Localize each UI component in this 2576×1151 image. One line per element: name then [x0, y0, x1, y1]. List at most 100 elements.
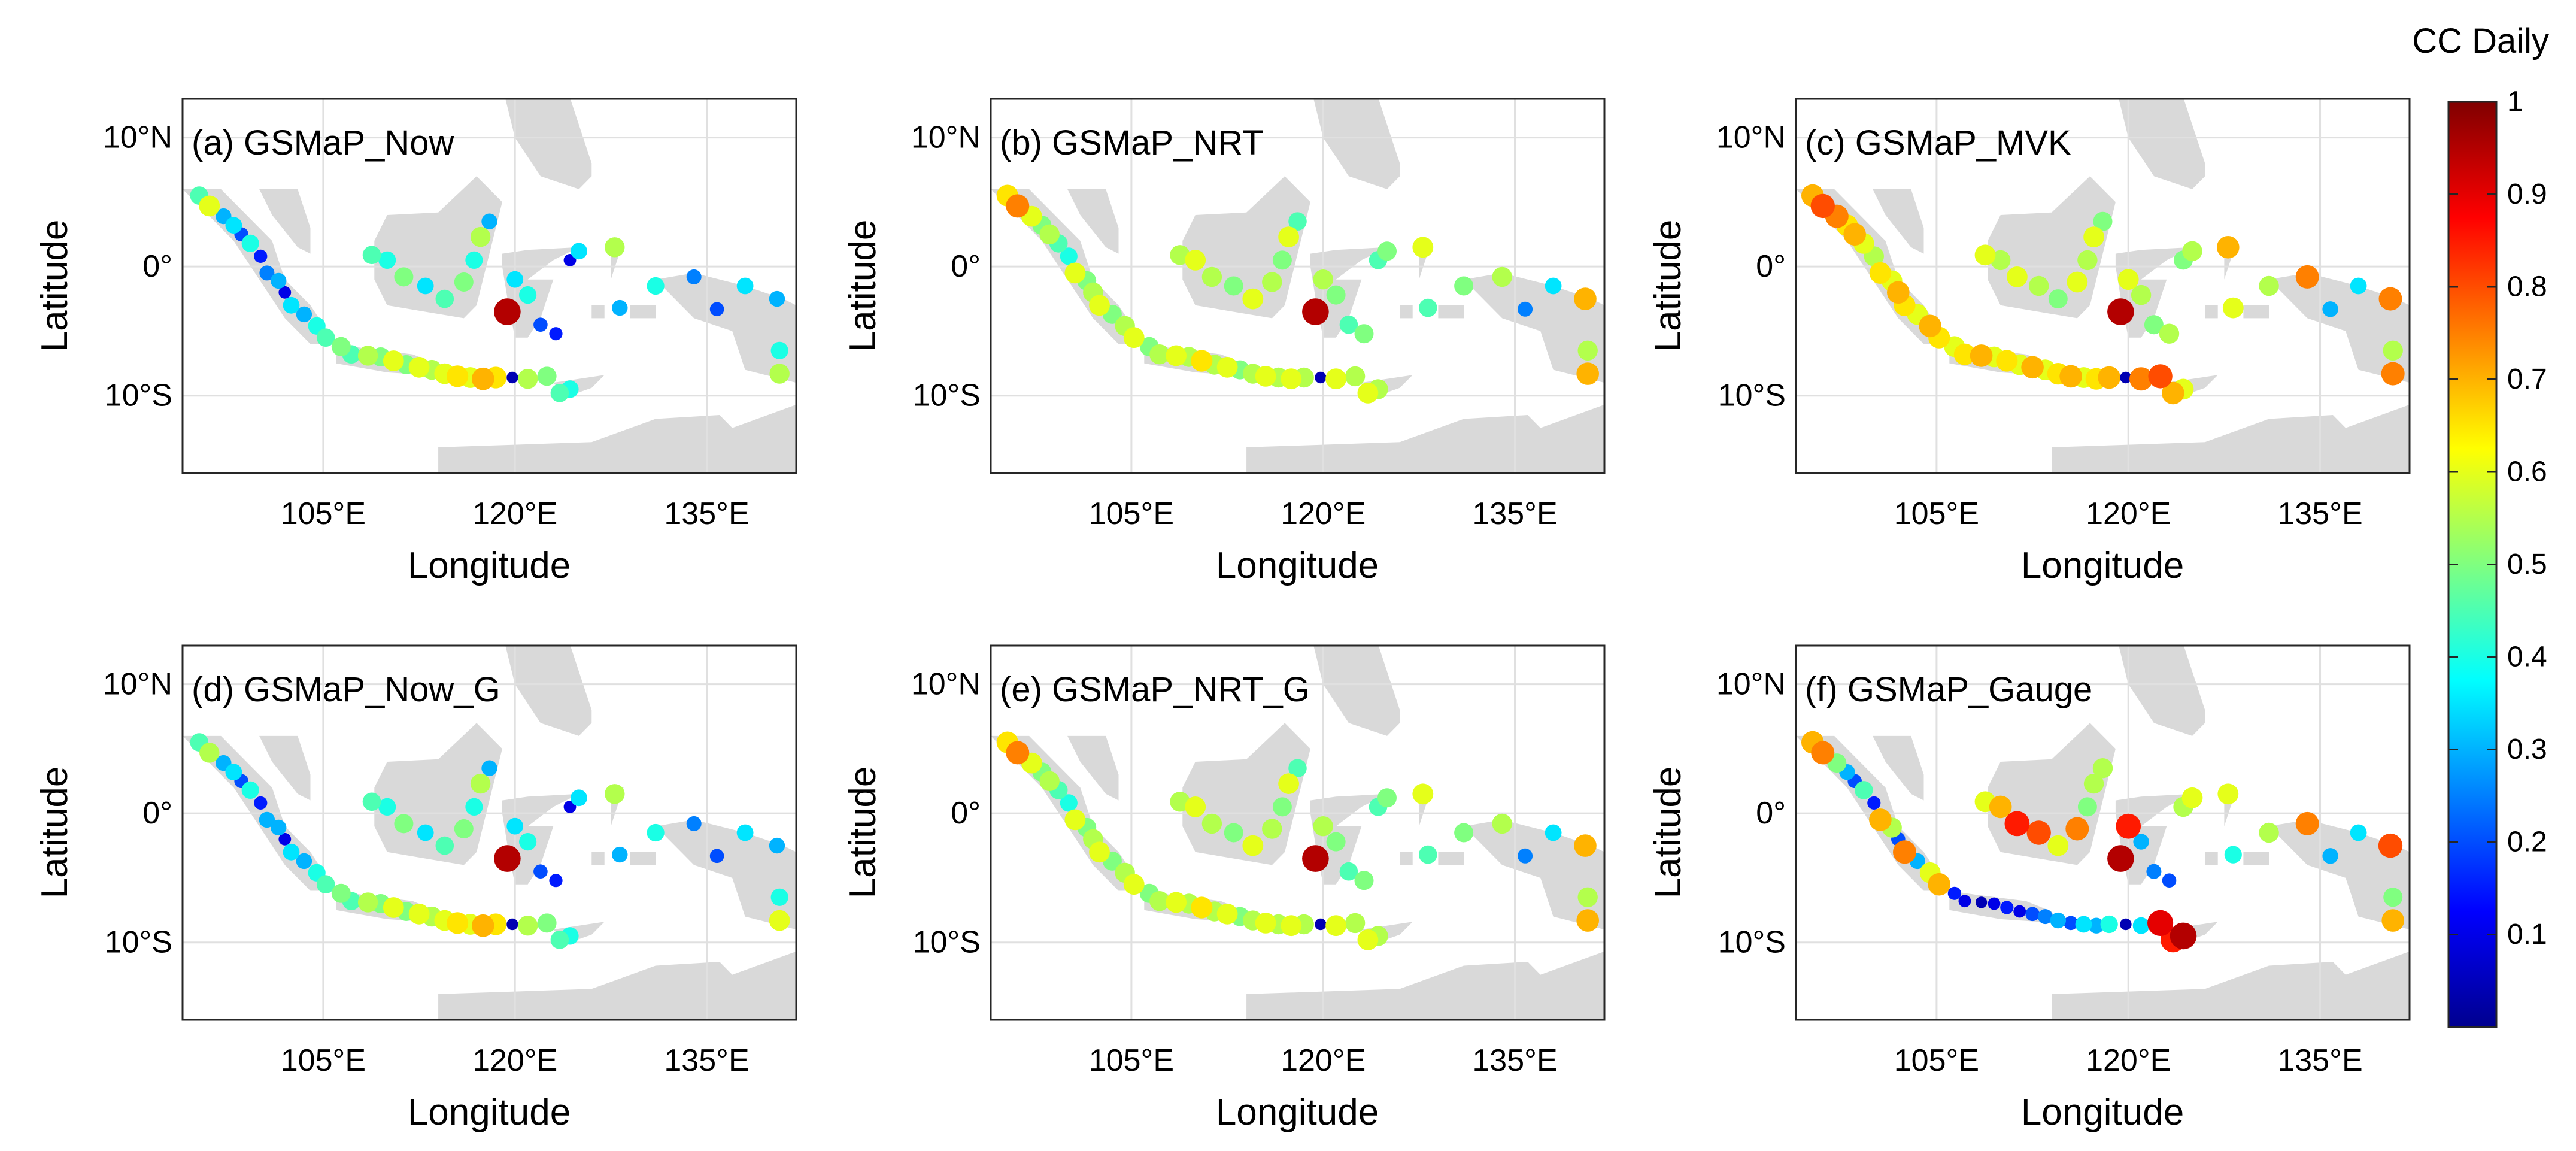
- landmass: [1310, 247, 1387, 338]
- panel-title: (b) GSMaP_NRT: [1000, 123, 1263, 162]
- station-point: [1919, 314, 1941, 338]
- x-axis-label: Longitude: [408, 1092, 571, 1133]
- station-point: [1869, 808, 1892, 831]
- station-point: [1326, 832, 1346, 852]
- station-point: [1313, 816, 1333, 837]
- station-point: [2224, 846, 2242, 864]
- station-point: [2159, 323, 2180, 344]
- station-point: [2083, 773, 2104, 794]
- station-point: [549, 327, 563, 341]
- station-point: [362, 246, 381, 265]
- x-tick-label: 135°E: [664, 1043, 749, 1078]
- panel-title: (f) GSMaP_Gauge: [1805, 670, 2092, 709]
- station-point: [2350, 824, 2367, 841]
- colorbar-tick-label: 0.8: [2507, 271, 2547, 303]
- station-point: [1216, 356, 1238, 378]
- scatter-layer: [190, 186, 790, 402]
- x-tick-label: 105°E: [1894, 496, 1979, 531]
- station-point: [1006, 741, 1030, 765]
- station-point: [1357, 383, 1379, 404]
- station-point: [2162, 873, 2177, 888]
- station-point: [1454, 823, 1474, 843]
- landmass: [2243, 852, 2269, 865]
- x-tick-label: 135°E: [2277, 1043, 2362, 1078]
- station-point: [2050, 912, 2066, 929]
- grid-layer: [991, 99, 1604, 473]
- station-point: [1325, 915, 1347, 937]
- station-point: [408, 903, 430, 925]
- y-tick-label: 0°: [1756, 249, 1786, 284]
- station-point: [2092, 758, 2113, 779]
- landmass: [591, 852, 605, 865]
- station-point: [1354, 871, 1374, 890]
- station-point: [1191, 350, 1213, 372]
- landmass: [2269, 272, 2410, 383]
- station-point: [647, 823, 665, 842]
- y-axis-label: Latitude: [1647, 220, 1689, 352]
- station-point: [1201, 813, 1222, 834]
- station-point: [2378, 833, 2403, 858]
- station-point: [454, 819, 474, 838]
- station-point: [1064, 809, 1086, 831]
- colorbar-tick-label: 0.9: [2507, 178, 2547, 210]
- landmass: [2119, 99, 2205, 189]
- landmass: [1464, 272, 1604, 383]
- colorbar: CC Daily 1 0.9 0.8 0.7 0.6 0.5 0.4 0.3 0.2 0.1: [2412, 22, 2549, 1028]
- station-point: [1242, 835, 1264, 856]
- station-point: [1272, 797, 1292, 817]
- station-point: [2007, 266, 2028, 287]
- station-point: [2098, 366, 2120, 389]
- station-point: [1325, 368, 1347, 390]
- station-point: [1224, 276, 1243, 296]
- station-point: [447, 912, 469, 934]
- station-point: [2146, 864, 2162, 879]
- station-point: [709, 849, 724, 864]
- station-point: [2065, 817, 2089, 841]
- x-tick-label: 105°E: [281, 1043, 366, 1078]
- station-point: [2259, 275, 2279, 296]
- station-point: [2217, 236, 2240, 259]
- landmass: [502, 247, 579, 338]
- station-point: [2116, 813, 2141, 839]
- station-point: [2083, 226, 2105, 247]
- station-point: [465, 251, 483, 269]
- station-point: [2383, 340, 2403, 361]
- station-point: [1377, 241, 1397, 261]
- station-point: [2381, 909, 2404, 932]
- station-point: [2047, 835, 2069, 856]
- station-point: [1345, 366, 1366, 387]
- y-tick-label: 10°N: [1716, 120, 1786, 155]
- landmass: [2243, 305, 2269, 319]
- station-point: [2107, 298, 2134, 325]
- station-point: [2381, 362, 2405, 386]
- station-point: [647, 277, 665, 295]
- station-point: [709, 302, 724, 317]
- colorbar-tick-label: 0.4: [2507, 641, 2547, 673]
- station-point: [1412, 783, 1434, 805]
- station-point: [1089, 841, 1110, 863]
- x-tick-label: 135°E: [1472, 496, 1557, 531]
- station-point: [1419, 845, 1437, 864]
- y-axis-label: Latitude: [34, 767, 75, 899]
- station-point: [481, 213, 497, 229]
- station-point: [278, 286, 292, 299]
- axes-frame: [181, 644, 797, 1021]
- station-point: [2000, 901, 2014, 914]
- station-point: [612, 846, 628, 863]
- station-point: [1302, 298, 1329, 325]
- station-point: [1419, 298, 1437, 317]
- station-point: [2077, 250, 2098, 271]
- station-point: [2093, 211, 2113, 231]
- station-point: [571, 789, 587, 807]
- station-point: [1867, 796, 1881, 810]
- panel-c: (c) GSMaP_MVK 105°E 120°E 135°E 10°N 0° …: [1647, 98, 2411, 586]
- station-point: [447, 365, 469, 387]
- station-point: [1988, 897, 2001, 910]
- station-point: [1278, 773, 1300, 794]
- x-tick-label: 120°E: [472, 1043, 557, 1078]
- landmass: [1438, 852, 1464, 865]
- station-point: [2295, 811, 2319, 835]
- station-point: [1357, 929, 1379, 950]
- station-point: [506, 817, 524, 835]
- station-point: [1576, 909, 1599, 932]
